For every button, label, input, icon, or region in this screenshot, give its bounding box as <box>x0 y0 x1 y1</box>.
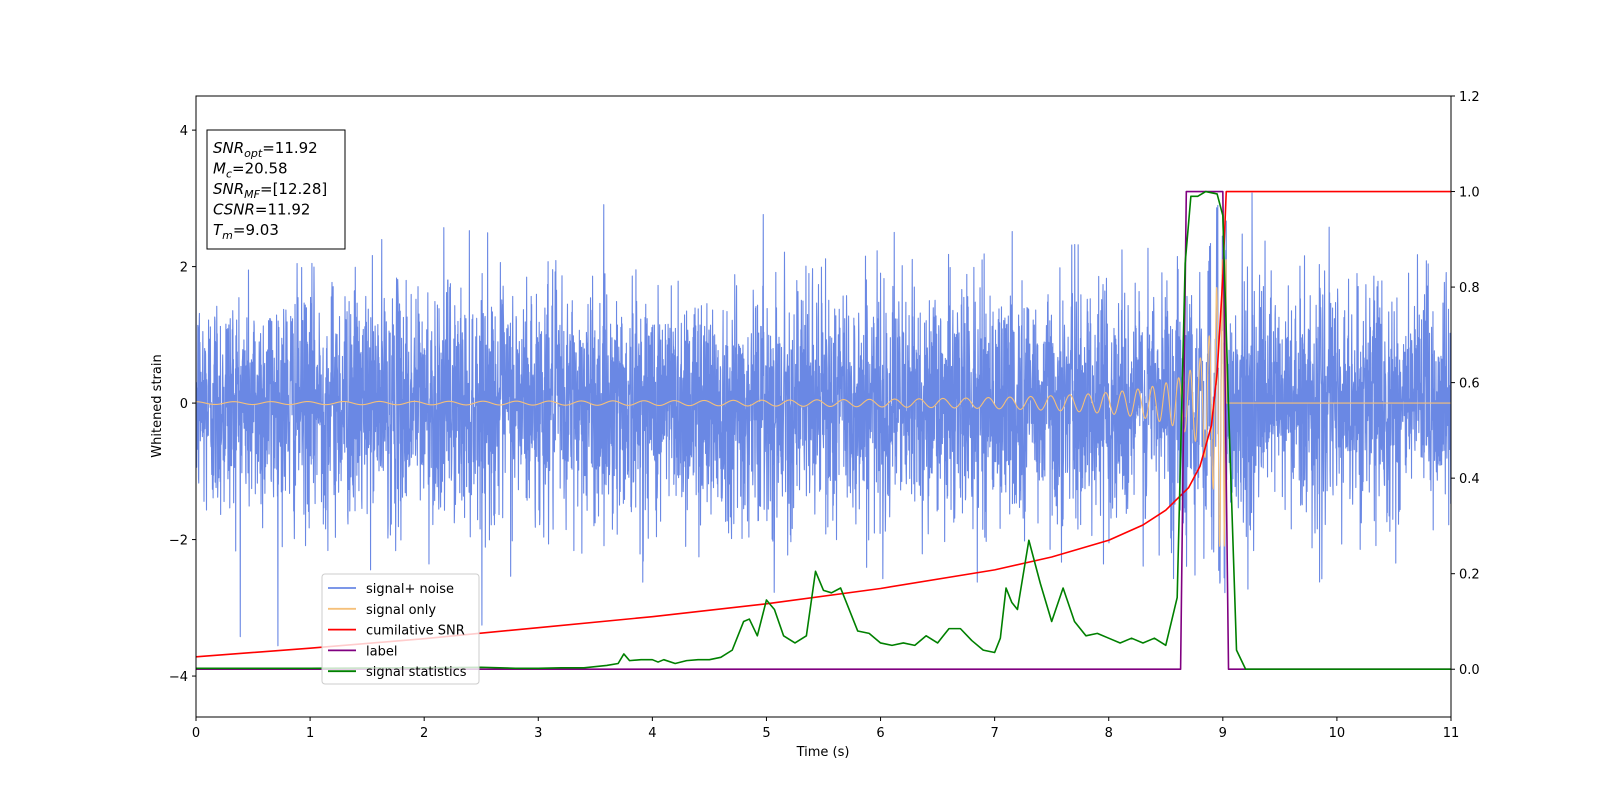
y-tick-label: 4 <box>180 124 188 139</box>
annotation-line: Mc=20.58 <box>213 160 288 181</box>
plot-area <box>196 190 1451 671</box>
x-tick-label: 10 <box>1329 726 1346 741</box>
x-tick-label: 6 <box>876 726 884 741</box>
y2-tick-label: 0.4 <box>1459 472 1480 487</box>
x-tick-label: 4 <box>648 726 656 741</box>
y-tick-label: −2 <box>169 534 188 549</box>
legend-label-signal-noise: signal+ noise <box>366 582 454 597</box>
legend-label-cumilative-snr: cumilative SNR <box>366 624 465 639</box>
y-axis-left: −4 −2 0 2 4 <box>169 124 196 685</box>
legend-label-signal-only: signal only <box>366 603 436 618</box>
y2-tick-label: 1.2 <box>1459 90 1480 105</box>
legend-frame <box>321 573 480 685</box>
annotation-box: SNRopt=11.92Mc=20.58SNRMF=[12.28]CSNR=11… <box>206 129 346 250</box>
series-signal-only <box>196 259 1451 547</box>
legend-label-signal-statistics: signal statistics <box>366 665 467 680</box>
annotation-line: SNRopt=11.92 <box>213 139 318 160</box>
y-tick-label: 2 <box>180 261 188 276</box>
annotation-frame <box>206 129 346 250</box>
x-tick-label: 7 <box>990 726 998 741</box>
x-tick-label: 2 <box>420 726 428 741</box>
series-signal-noise <box>196 192 1451 647</box>
y-tick-label: 0 <box>180 397 188 412</box>
y2-tick-label: 0.6 <box>1459 377 1480 392</box>
x-tick-label: 11 <box>1443 726 1460 741</box>
x-tick-label: 1 <box>306 726 314 741</box>
y2-tick-label: 0.0 <box>1459 663 1480 678</box>
legend: signal+ noise signal only cumilative SNR la… <box>321 573 480 685</box>
y2-tick-label: 1.0 <box>1459 186 1480 201</box>
series-cumilative-snr <box>196 190 1451 658</box>
x-tick-label: 0 <box>192 726 200 741</box>
x-tick-label: 3 <box>534 726 542 741</box>
y-axis-right: 0.0 0.2 0.4 0.6 0.8 1.0 1.2 <box>1451 90 1480 678</box>
annotation-line: SNRMF=[12.28] <box>213 180 327 201</box>
x-tick-label: 5 <box>762 726 770 741</box>
legend-label-label: label <box>366 644 397 659</box>
x-tick-label: 8 <box>1105 726 1113 741</box>
x-axis: 0 1 2 3 4 5 6 7 8 9 10 11 <box>192 717 1459 741</box>
series-signal-statistics <box>196 190 1451 671</box>
y2-tick-label: 0.2 <box>1459 568 1480 583</box>
y2-tick-label: 0.8 <box>1459 281 1480 296</box>
x-axis-label: Time (s) <box>796 745 850 760</box>
x-tick-label: 9 <box>1219 726 1227 741</box>
annotation-line: CSNR=11.92 <box>213 201 310 219</box>
y-axis-label: Whitened strain <box>150 354 165 457</box>
annotation-line: Tm=9.03 <box>213 221 279 242</box>
plot-frame <box>195 95 1452 718</box>
y-tick-label: −4 <box>169 670 188 685</box>
